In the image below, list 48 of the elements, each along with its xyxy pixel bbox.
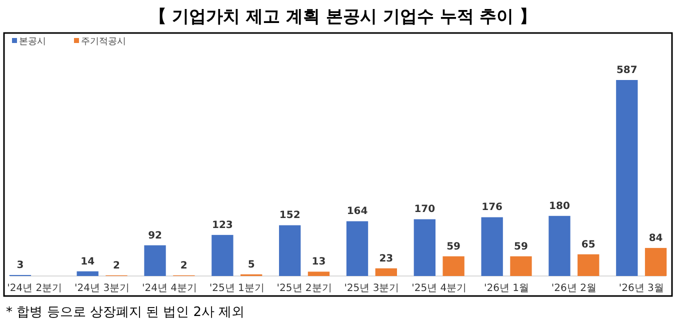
bar <box>414 219 436 276</box>
data-label: 2 <box>113 260 120 272</box>
x-tick-label: '25년 2분기 <box>276 283 332 294</box>
x-tick-label: '24년 4분기 <box>142 283 197 294</box>
bar <box>346 221 368 276</box>
data-label: 164 <box>346 206 368 218</box>
data-label: 152 <box>279 210 300 222</box>
data-label: 65 <box>581 239 596 250</box>
bar <box>578 254 600 276</box>
bar <box>76 271 98 276</box>
x-tick-label: '24년 3분기 <box>74 283 130 294</box>
bar <box>144 245 166 276</box>
data-label: 176 <box>482 202 503 214</box>
x-tick-label: '24년 2분기 <box>7 283 62 294</box>
data-label: 84 <box>648 232 663 244</box>
bar <box>442 256 464 276</box>
chart-title: 【 기업가치 제고 계획 본공시 기업수 누적 추이 】 <box>149 7 537 27</box>
data-label: 23 <box>379 253 394 264</box>
data-label: 13 <box>312 256 326 268</box>
data-label: 123 <box>212 220 233 231</box>
legend-label: 주기적공시 <box>81 37 126 47</box>
x-tick-label: '25년 1분기 <box>209 283 264 294</box>
x-tick-label: '26년 3월 <box>618 283 664 294</box>
data-label: 92 <box>148 230 162 242</box>
bar <box>212 234 234 276</box>
x-tick-label: '25년 4분기 <box>412 283 467 294</box>
legend-label: 본공시 <box>19 37 46 47</box>
bar <box>548 216 570 276</box>
text: * 합병 등으로 상장폐지 된 법인 2사 제외 <box>6 305 245 320</box>
data-label: 587 <box>616 65 638 76</box>
bar <box>481 217 503 276</box>
data-label: 59 <box>514 241 528 252</box>
data-label: 59 <box>446 241 461 252</box>
x-tick-label: '26년 1월 <box>484 283 530 294</box>
data-label: 5 <box>248 259 255 270</box>
x-tick-label: '25년 3분기 <box>344 283 400 294</box>
x-tick-label: '26년 2월 <box>551 283 596 294</box>
bar <box>616 80 638 276</box>
data-label: 170 <box>414 204 436 216</box>
bar <box>279 225 301 276</box>
bar <box>308 272 330 276</box>
data-label: 2 <box>180 260 188 272</box>
bar <box>375 268 397 276</box>
bar <box>510 256 532 276</box>
data-label: 180 <box>549 200 570 212</box>
data-label: 14 <box>80 256 95 268</box>
bar <box>644 248 667 276</box>
data-label: 3 <box>16 260 24 271</box>
